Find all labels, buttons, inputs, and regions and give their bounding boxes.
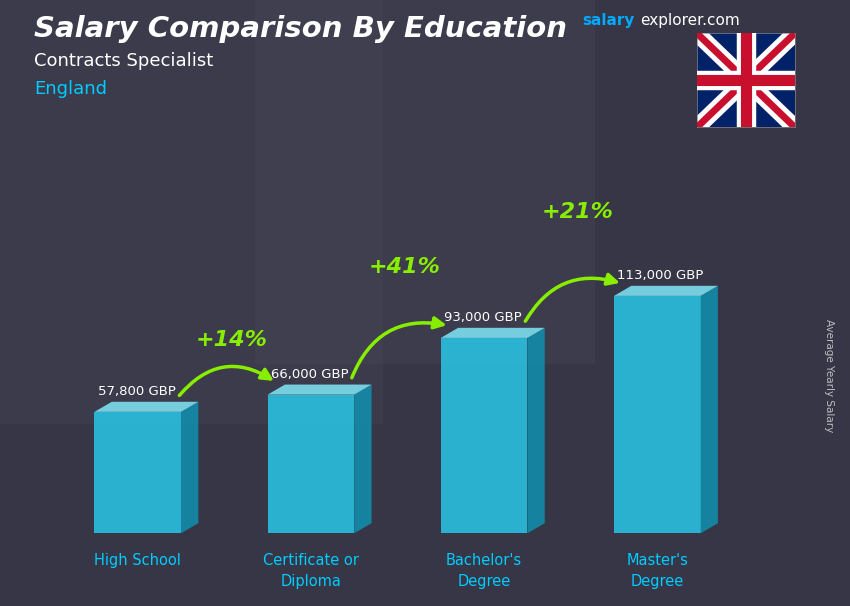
Text: England: England: [34, 80, 107, 98]
Bar: [255, 0, 595, 364]
Polygon shape: [527, 328, 545, 533]
Polygon shape: [700, 286, 718, 533]
Bar: [0, 0, 382, 424]
Polygon shape: [268, 395, 354, 533]
Polygon shape: [354, 385, 371, 533]
Text: +14%: +14%: [196, 330, 267, 350]
Text: 57,800 GBP: 57,800 GBP: [98, 385, 176, 398]
Text: Salary Comparison By Education: Salary Comparison By Education: [34, 15, 567, 43]
Polygon shape: [614, 286, 718, 296]
Text: explorer.com: explorer.com: [640, 13, 740, 28]
Text: 66,000 GBP: 66,000 GBP: [271, 368, 348, 381]
Polygon shape: [94, 402, 198, 412]
Text: 113,000 GBP: 113,000 GBP: [617, 269, 704, 282]
Text: 93,000 GBP: 93,000 GBP: [445, 311, 522, 324]
Polygon shape: [441, 328, 545, 338]
Text: +21%: +21%: [541, 202, 614, 222]
Polygon shape: [614, 296, 700, 533]
Text: Contracts Specialist: Contracts Specialist: [34, 52, 213, 70]
Polygon shape: [441, 338, 527, 533]
Text: +41%: +41%: [369, 257, 440, 277]
Polygon shape: [94, 412, 181, 533]
Polygon shape: [268, 385, 371, 395]
Text: Average Yearly Salary: Average Yearly Salary: [824, 319, 834, 432]
Text: salary: salary: [582, 13, 635, 28]
Polygon shape: [181, 402, 198, 533]
